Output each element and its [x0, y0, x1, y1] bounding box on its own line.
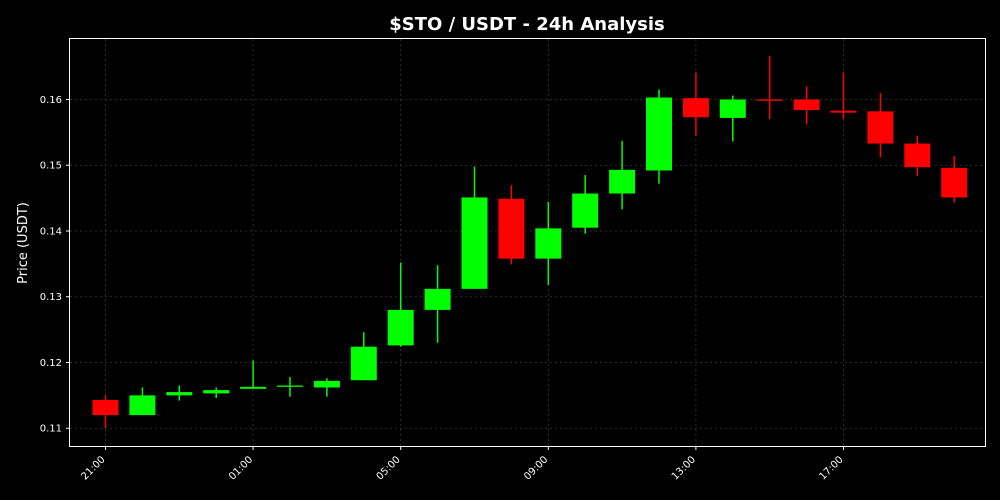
- candle: [277, 376, 303, 397]
- candle-body: [461, 197, 488, 289]
- candle: [793, 86, 820, 125]
- x-tick-label: 13:00: [670, 454, 698, 482]
- x-tick-label: 17:00: [817, 454, 845, 482]
- y-tick-label: 0.14: [40, 226, 62, 237]
- y-tick-label: 0.12: [40, 358, 62, 369]
- candle: [609, 140, 636, 210]
- candle-body: [830, 110, 857, 113]
- candle-body: [682, 98, 709, 118]
- candle-body: [904, 143, 931, 168]
- grid-lines: [70, 39, 985, 446]
- x-tick-label: 05:00: [375, 454, 403, 482]
- y-tick-label: 0.15: [40, 161, 62, 172]
- candle-body: [277, 385, 303, 387]
- candle: [203, 387, 230, 399]
- candle: [313, 378, 340, 397]
- candle-body: [387, 309, 414, 346]
- candle-body: [646, 97, 672, 171]
- candle: [646, 89, 672, 184]
- candle-body: [166, 392, 193, 396]
- candle: [867, 92, 894, 158]
- candle: [904, 135, 931, 176]
- plot-frame: [69, 38, 986, 447]
- candle-body: [572, 193, 599, 228]
- candle-body: [793, 99, 820, 111]
- candle: [756, 56, 783, 120]
- candle: [350, 332, 377, 381]
- y-tick-label: 0.16: [40, 95, 62, 106]
- candle: [166, 385, 193, 401]
- x-tick-label: 09:00: [522, 454, 550, 482]
- candle-body: [867, 111, 894, 144]
- candle-body: [535, 228, 562, 259]
- candle-body: [203, 390, 230, 394]
- candle: [498, 184, 525, 265]
- candle-body: [313, 380, 340, 388]
- candle-body: [240, 386, 267, 389]
- axes: 0.11 0.12 0.13 0.14 0.15 0.16 21:00 01:00 05:00 0…: [40, 95, 846, 483]
- chart-title: $STO / USDT - 24h Analysis: [389, 14, 665, 35]
- candle-body: [498, 198, 525, 259]
- candle: [92, 395, 119, 429]
- candle-body: [129, 395, 156, 416]
- candle-body: [424, 288, 451, 310]
- x-tick-label: 01:00: [227, 454, 255, 482]
- y-tick-label: 0.11: [40, 424, 62, 435]
- candle-body: [756, 99, 783, 101]
- candle: [572, 175, 599, 234]
- candle: [424, 265, 451, 343]
- candle: [240, 360, 267, 389]
- candle: [129, 387, 156, 416]
- y-tick-label: 0.13: [40, 292, 62, 303]
- candle-body: [92, 399, 119, 416]
- candle: [535, 202, 562, 285]
- candle-body: [609, 169, 636, 194]
- candles: [92, 56, 968, 429]
- candle: [461, 166, 488, 289]
- candle: [682, 72, 709, 136]
- candle: [719, 95, 746, 142]
- candle: [830, 72, 857, 120]
- candle: [387, 262, 414, 347]
- candle-body: [719, 99, 746, 118]
- x-tick-label: 21:00: [79, 454, 107, 482]
- candle: [941, 156, 968, 203]
- y-axis-label: Price (USDT): [16, 202, 31, 284]
- candle-body: [941, 167, 968, 198]
- candle-body: [350, 346, 377, 381]
